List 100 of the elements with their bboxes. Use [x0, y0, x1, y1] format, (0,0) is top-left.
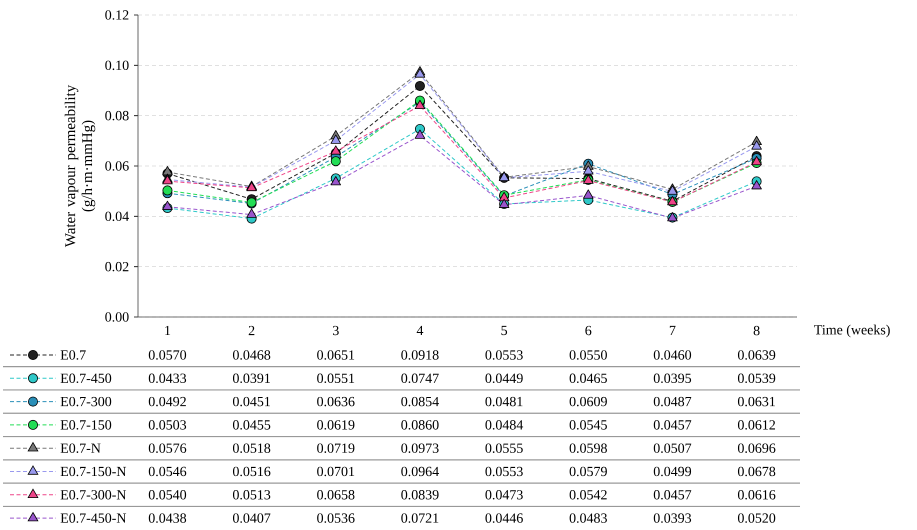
data-label: 0.0518	[232, 443, 270, 453]
y-axis-title: Water vapour permeability (g/h·m·mmHg)	[64, 84, 96, 248]
legend-label: E0.7-300	[60, 396, 112, 406]
data-label: 0.0499	[654, 466, 692, 476]
x-tick-label: 1	[165, 326, 170, 336]
data-label: 0.0721	[401, 513, 438, 523]
data-label: 0.0457	[654, 420, 692, 430]
data-label: 0.0393	[654, 513, 692, 523]
data-label: 0.0546	[148, 466, 186, 476]
data-label: 0.0678	[738, 466, 776, 476]
data-label: 0.0570	[148, 350, 186, 360]
y-tick-label: 0.02	[105, 262, 128, 272]
point	[751, 180, 762, 190]
data-label: 0.0391	[232, 374, 270, 384]
y-tick-label: 0.12	[105, 10, 128, 20]
data-label: 0.0696	[738, 443, 776, 453]
data-label: 0.0483	[570, 513, 607, 523]
data-label: 0.0465	[570, 374, 607, 384]
data-label: 0.0460	[654, 350, 692, 360]
x-tick-label: 6	[585, 326, 592, 336]
data-label: 0.0536	[317, 513, 355, 523]
data-label: 0.0545	[570, 420, 607, 430]
data-label: 0.0449	[485, 374, 523, 384]
y-tick-label: 0.00	[105, 312, 129, 322]
data-label: 0.0553	[485, 466, 523, 476]
point	[246, 208, 257, 218]
point	[583, 189, 594, 199]
data-label: 0.0468	[232, 350, 270, 360]
legend-label: E0.7-300-N	[60, 490, 126, 500]
x-tick-label: 4	[416, 326, 424, 336]
data-label: 0.0407	[232, 513, 270, 523]
data-label: 0.0598	[570, 443, 607, 453]
data-label: 0.0503	[148, 420, 186, 430]
data-label: 0.0860	[401, 420, 439, 430]
data-label: 0.0964	[401, 466, 439, 476]
y-tick-label: 0.04	[105, 212, 129, 222]
point	[414, 130, 426, 139]
y-tick-label: 0.10	[105, 60, 129, 70]
data-label: 0.0446	[485, 513, 523, 523]
point	[751, 156, 762, 166]
data-label: 0.0839	[401, 490, 439, 500]
data-label: 0.0719	[317, 443, 354, 453]
x-tick-label: 3	[332, 326, 339, 336]
x-tick-label: 5	[501, 326, 508, 336]
x-tick-label: 7	[670, 326, 676, 335]
data-label: 0.0555	[485, 443, 523, 453]
data-label: 0.0701	[317, 466, 354, 476]
data-label: 0.0487	[654, 396, 692, 406]
data-label: 0.0651	[317, 350, 354, 360]
data-label: 0.0631	[738, 396, 775, 406]
point	[162, 185, 172, 196]
x-axis-title: Time (weeks)	[814, 324, 890, 338]
data-label: 0.0550	[570, 350, 607, 360]
data-label: 0.0481	[485, 396, 522, 406]
x-tick-label: 8	[754, 326, 760, 336]
data-label: 0.0484	[485, 420, 524, 430]
data-label: 0.0658	[317, 490, 354, 500]
data-label: 0.0973	[401, 443, 439, 453]
data-label: 0.0542	[570, 490, 607, 500]
data-label: 0.0473	[485, 490, 523, 500]
data-label: 0.0516	[232, 466, 270, 476]
point	[330, 145, 342, 155]
point	[414, 100, 426, 110]
data-label: 0.0507	[654, 443, 692, 453]
data-label: 0.0433	[148, 374, 186, 384]
data-label: 0.0636	[317, 396, 355, 406]
point	[330, 176, 342, 186]
data-label: 0.0616	[738, 490, 776, 500]
data-label: 0.0513	[232, 490, 270, 500]
data-label: 0.0457	[654, 490, 692, 500]
point	[583, 165, 594, 174]
data-label: 0.0438	[148, 513, 186, 523]
y-tick-label: 0.08	[105, 110, 129, 120]
data-label: 0.0455	[232, 420, 270, 430]
data-label: 0.0539	[738, 374, 776, 384]
point	[414, 68, 426, 78]
data-label: 0.0918	[401, 350, 439, 360]
data-label: 0.0553	[485, 350, 523, 360]
point	[330, 156, 341, 166]
data-label: 0.0551	[317, 374, 354, 384]
point	[162, 166, 173, 176]
data-label: 0.0395	[654, 374, 692, 384]
data-label: 0.0540	[148, 490, 186, 500]
x-tick-label: 2	[248, 326, 254, 336]
y-tick-label: 0.06	[105, 161, 129, 171]
data-label: 0.0609	[570, 396, 607, 406]
data-label: 0.0576	[148, 443, 186, 453]
legend-label: E0.7-150	[60, 420, 112, 430]
legend-label: E0.7-N	[60, 443, 101, 453]
legend-label: E0.7-450-N	[60, 513, 126, 523]
point	[330, 134, 342, 144]
legend-label: E0.7-450	[60, 374, 112, 384]
point	[751, 140, 762, 150]
point	[162, 200, 173, 210]
point	[414, 80, 425, 91]
data-label: 0.0639	[738, 350, 776, 360]
data-label: 0.0520	[738, 513, 776, 523]
data-label: 0.0854	[401, 396, 439, 406]
data-label: 0.0492	[148, 396, 186, 406]
data-label: 0.0619	[317, 420, 354, 430]
